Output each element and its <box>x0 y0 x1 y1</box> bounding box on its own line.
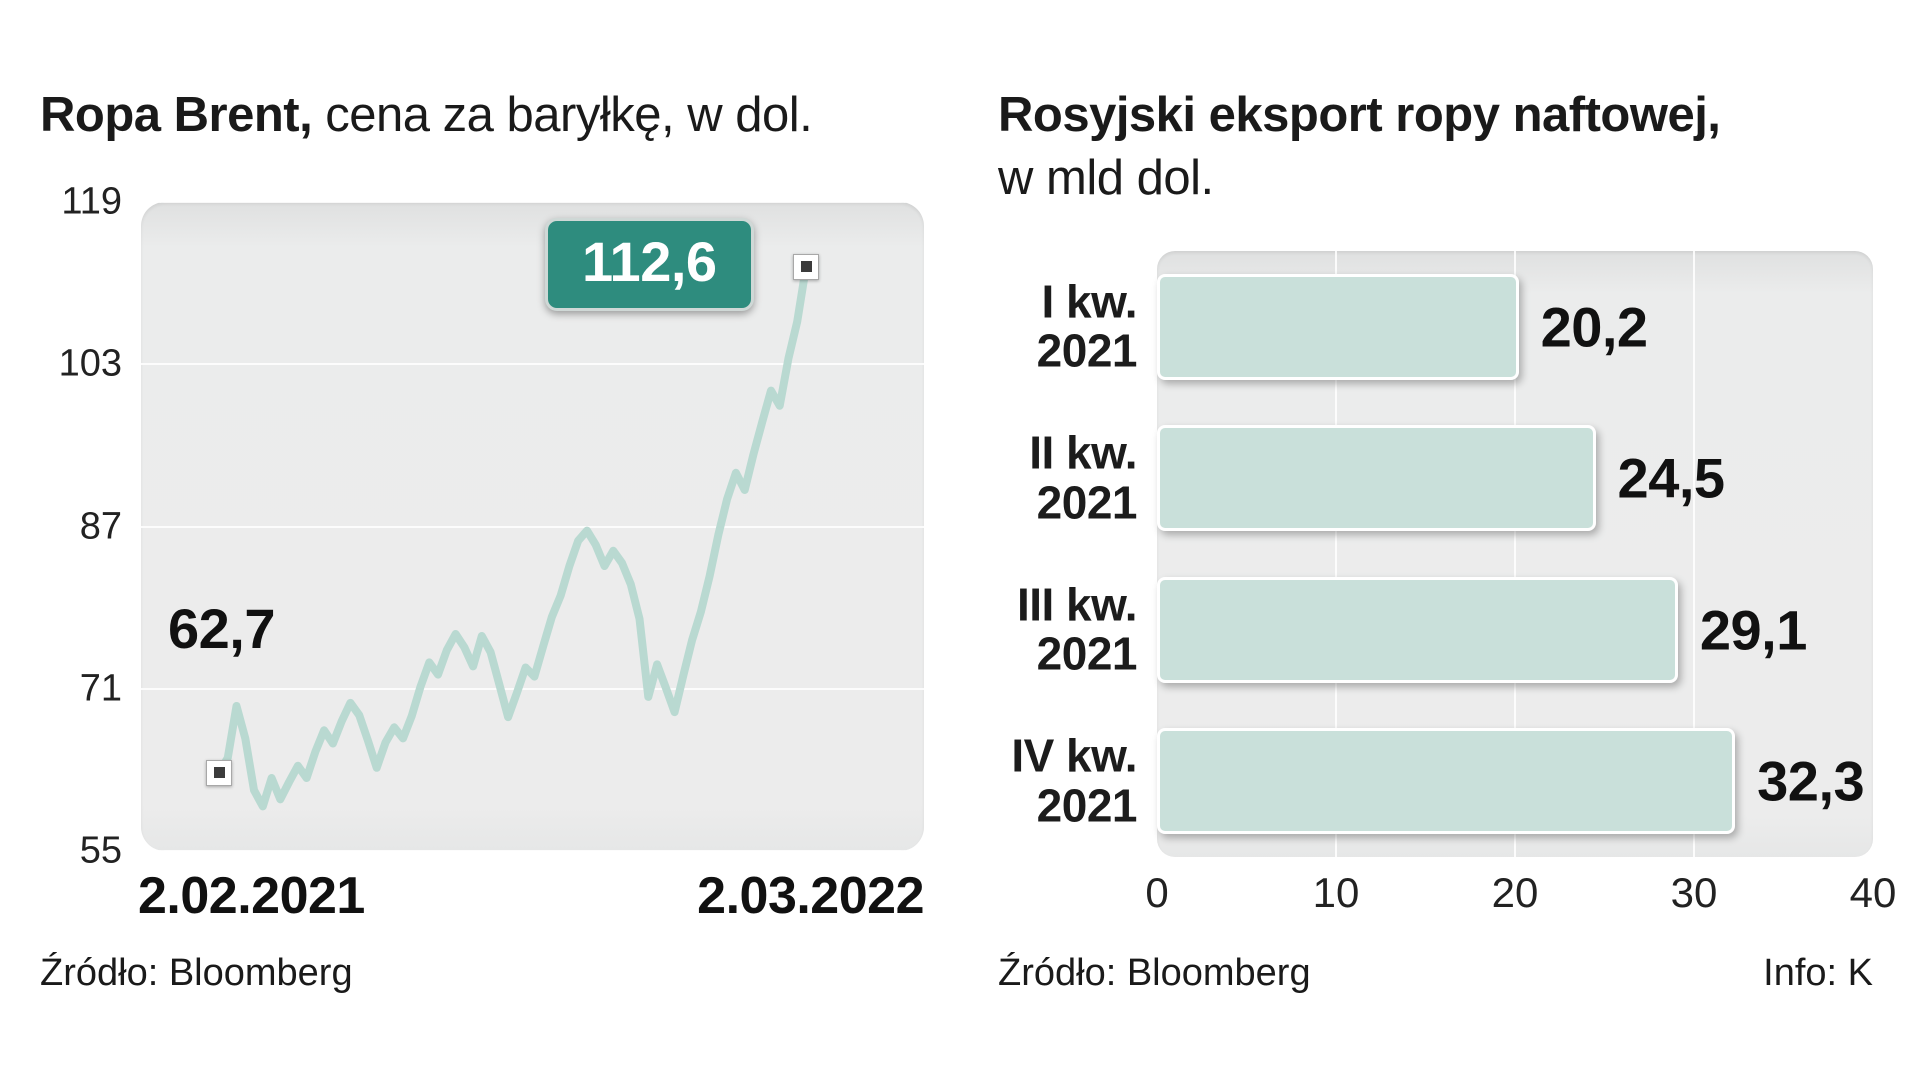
right-chart-subtitle: w mld dol. <box>998 151 1214 205</box>
gridline-vertical <box>1335 251 1337 857</box>
left-chart-title-bold: Ropa Brent, <box>40 88 313 142</box>
end-point-marker <box>793 253 819 280</box>
line-chart-gridlines <box>141 202 924 851</box>
x-tick-label: 30 <box>1670 869 1718 916</box>
bar-chart-plot-area <box>1157 251 1873 857</box>
end-value-badge: 112,6 <box>545 218 754 311</box>
info-credit: Info: K <box>1763 952 1873 994</box>
gridline-horizontal <box>141 202 924 203</box>
x-tick-label: 20 <box>1491 869 1539 916</box>
brent-price-line-chart <box>215 262 810 811</box>
y-tick-label: 55 <box>79 829 122 872</box>
gridline-vertical <box>1693 251 1695 857</box>
start-value-label: 62,7 <box>168 597 276 660</box>
gridline-horizontal <box>141 687 924 690</box>
left-chart-title-rest: cena za baryłkę, w dol. <box>312 88 813 142</box>
gridline-horizontal <box>141 363 924 366</box>
y-tick-label: 71 <box>79 667 122 710</box>
y-axis-labels: 119 103 87 71 55 <box>22 0 122 1080</box>
right-source-credit: Źródło: Bloomberg <box>998 952 1311 994</box>
y-tick-label: 87 <box>79 505 122 547</box>
x-axis-start-date: 2.02.2021 <box>138 867 365 925</box>
line-chart-plot-area <box>141 202 924 851</box>
bar-chart-gridlines <box>1157 251 1873 857</box>
start-point-marker <box>206 759 232 786</box>
right-chart-title-bold: Rosyjski eksport ropy naftowej, <box>998 88 1721 142</box>
right-chart-title: Rosyjski eksport ropy naftowej, <box>998 84 1721 148</box>
gridline-horizontal <box>141 850 924 851</box>
y-tick-label: 119 <box>61 180 122 223</box>
x-tick-label: 40 <box>1849 869 1897 916</box>
left-chart-title: Ropa Brent, cena za baryłkę, w dol. <box>40 84 813 148</box>
price-line-series <box>215 262 810 811</box>
left-source-credit: Źródło: Bloomberg <box>40 952 353 994</box>
x-tick-label: 10 <box>1312 869 1360 916</box>
x-axis-end-date: 2.03.2022 <box>697 867 924 925</box>
gridline-horizontal <box>141 525 924 528</box>
y-tick-label: 103 <box>58 342 122 385</box>
gridline-vertical <box>1514 251 1516 857</box>
x-tick-label: 0 <box>1145 869 1169 916</box>
